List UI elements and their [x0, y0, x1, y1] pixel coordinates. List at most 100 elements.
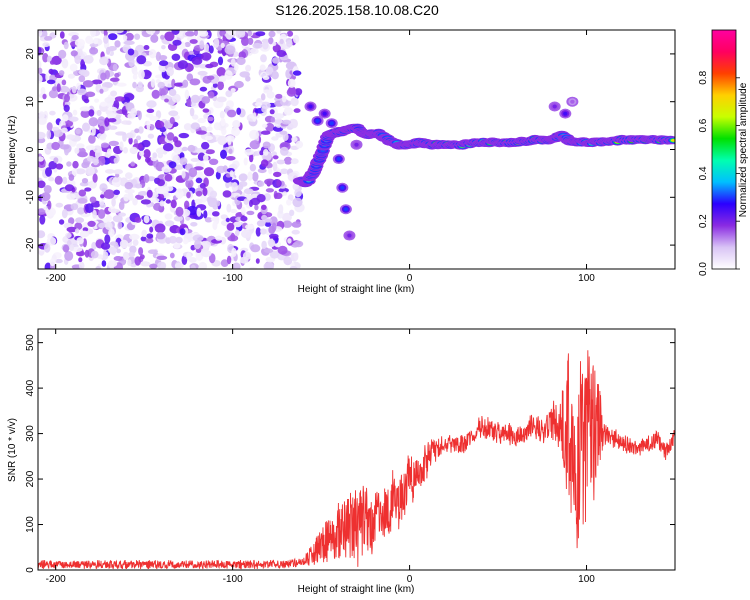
- noise-blob: [54, 175, 63, 185]
- noise-blob: [256, 220, 266, 227]
- noise-blob: [70, 203, 79, 211]
- noise-blob: [148, 49, 157, 59]
- noise-blob: [53, 157, 59, 164]
- noise-blob: [236, 56, 246, 66]
- noise-blob: [270, 116, 276, 123]
- noise-blob: [58, 219, 65, 225]
- noise-blob: [226, 109, 237, 118]
- noise-blob: [90, 30, 97, 38]
- noise-blob: [96, 109, 102, 117]
- noise-blob: [157, 193, 165, 201]
- noise-blob: [145, 113, 154, 118]
- noise-blob: [208, 158, 219, 165]
- spectrogram-x-tick-label: 0: [407, 273, 413, 284]
- noise-blob: [128, 57, 135, 67]
- snr-y-tick-label: 100: [25, 516, 36, 533]
- noise-blob: [109, 241, 118, 246]
- noise-blob: [264, 221, 272, 227]
- noise-blob: [88, 134, 96, 144]
- noise-blob: [169, 252, 175, 259]
- noise-blob: [89, 43, 99, 48]
- noise-blob: [248, 266, 258, 269]
- noise-blob: [194, 30, 198, 37]
- noise-blob: [261, 214, 268, 221]
- noise-blob: [238, 173, 248, 182]
- noise-blob: [202, 187, 208, 197]
- noise-blob: [232, 262, 241, 269]
- noise-blob: [118, 201, 125, 211]
- noise-blob: [187, 144, 196, 153]
- noise-blob: [59, 31, 65, 39]
- noise-blob: [100, 72, 107, 81]
- noise-blob: [197, 117, 207, 124]
- noise-blob: [66, 134, 76, 140]
- noise-blob: [140, 199, 151, 205]
- noise-blob: [80, 59, 85, 68]
- noise-blob: [118, 212, 126, 217]
- noise-blob: [77, 42, 82, 50]
- noise-blob: [119, 141, 124, 151]
- noise-blob: [241, 229, 252, 239]
- noise-blob: [65, 232, 72, 238]
- noise-blob: [119, 239, 129, 249]
- noise-blob: [66, 226, 78, 233]
- noise-blob: [243, 157, 248, 166]
- noise-blob: [257, 181, 265, 187]
- noise-blob: [134, 128, 140, 134]
- noise-blob: [99, 101, 108, 107]
- noise-blob: [199, 40, 205, 50]
- noise-blob: [274, 117, 283, 128]
- noise-blob: [292, 70, 302, 76]
- noise-blob: [278, 204, 284, 214]
- noise-blob: [196, 130, 207, 135]
- noise-blob: [95, 265, 101, 269]
- noise-blob: [286, 87, 297, 97]
- noise-blob: [263, 262, 275, 269]
- noise-blob: [208, 91, 215, 99]
- noise-blob: [200, 250, 212, 258]
- noise-blob: [94, 149, 102, 159]
- noise-blob: [62, 114, 69, 122]
- noise-blob: [143, 45, 150, 50]
- noise-blob: [156, 255, 168, 260]
- snr-y-tick-label: 300: [25, 425, 36, 442]
- noise-blob: [226, 255, 232, 265]
- noise-blob: [162, 150, 168, 155]
- noise-blob: [294, 188, 302, 198]
- noise-blob: [184, 89, 190, 100]
- noise-blob: [72, 109, 78, 116]
- noise-blob: [290, 158, 299, 165]
- noise-blob: [74, 147, 80, 154]
- noise-blob: [157, 81, 165, 89]
- noise-blob: [152, 152, 158, 159]
- noise-blob: [139, 150, 145, 157]
- noise-blob: [129, 146, 138, 155]
- noise-blob: [78, 257, 83, 263]
- noise-blob: [189, 39, 198, 44]
- signal-blob-peak: [315, 118, 320, 123]
- noise-blob: [143, 149, 151, 159]
- noise-blob: [273, 113, 285, 119]
- signal-blob-peak: [308, 104, 313, 109]
- noise-blob: [269, 250, 280, 259]
- noise-blob: [123, 193, 130, 202]
- noise-blob: [289, 209, 295, 216]
- noise-blob: [75, 217, 85, 224]
- spectrogram-x-label: Height of straight line (km): [298, 284, 415, 295]
- noise-blob: [52, 86, 57, 92]
- noise-blob: [216, 200, 221, 207]
- noise-blob: [205, 63, 214, 69]
- noise-blob: [132, 81, 137, 89]
- noise-blob: [162, 143, 174, 152]
- noise-blob: [134, 183, 142, 189]
- signal-blob-peak: [343, 207, 349, 212]
- colorbar-tick-label: 0.4: [698, 166, 709, 180]
- noise-blob: [58, 49, 67, 59]
- noise-blob: [200, 52, 212, 61]
- noise-blob: [147, 133, 155, 139]
- noise-blob: [62, 244, 70, 253]
- noise-blob: [279, 38, 284, 45]
- noise-blob: [190, 94, 200, 104]
- noise-blob: [82, 122, 90, 132]
- noise-blob: [76, 82, 81, 90]
